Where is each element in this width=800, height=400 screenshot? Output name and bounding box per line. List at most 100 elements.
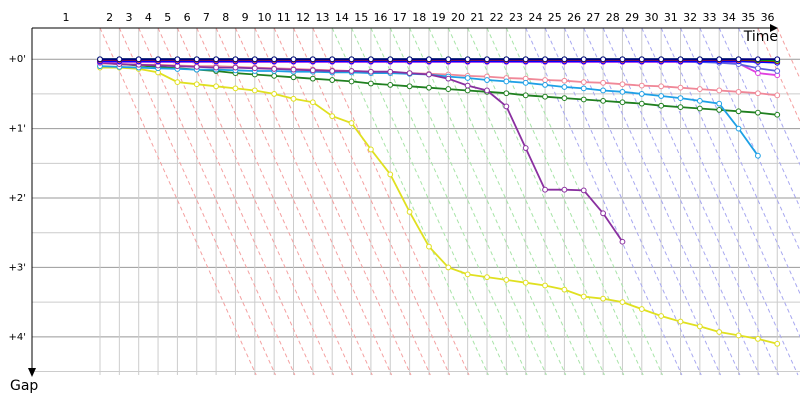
point <box>522 145 529 151</box>
x-tick-label: 12 <box>296 11 310 24</box>
x-tick-label: 4 <box>145 11 152 24</box>
point <box>309 99 316 106</box>
point <box>716 87 723 94</box>
point <box>600 56 606 63</box>
point <box>406 209 413 215</box>
x-tick-label: 13 <box>316 11 330 24</box>
lap-guide <box>157 27 315 376</box>
lap-guide <box>583 27 741 376</box>
point <box>193 63 200 70</box>
point <box>619 56 626 63</box>
point <box>696 105 703 112</box>
lap-guide <box>718 27 800 209</box>
lap-guide <box>234 27 393 376</box>
lap-guide <box>602 27 760 376</box>
point <box>484 87 490 94</box>
point <box>561 186 568 193</box>
point <box>348 68 355 74</box>
point <box>716 56 723 63</box>
point <box>426 71 432 78</box>
point <box>348 56 355 63</box>
lap-guide <box>254 27 412 376</box>
point <box>116 56 123 63</box>
point <box>638 91 645 97</box>
point <box>638 100 645 107</box>
x-tick-label: 23 <box>509 11 523 24</box>
lap-guide <box>641 27 799 376</box>
point <box>716 329 723 335</box>
y-tick-label: +2' <box>9 193 27 204</box>
lap-guide <box>215 27 373 376</box>
point <box>580 293 587 300</box>
lap-guide <box>99 27 257 376</box>
lap-guide <box>293 27 451 376</box>
point <box>271 72 278 79</box>
lap-guide <box>467 27 625 376</box>
point <box>213 56 220 63</box>
point <box>406 70 413 77</box>
point <box>716 106 723 113</box>
y-tick-label: +3' <box>9 262 27 273</box>
point <box>774 340 781 347</box>
point <box>290 95 297 102</box>
point <box>658 83 665 90</box>
lap-guide <box>389 27 547 376</box>
point <box>677 318 684 325</box>
point <box>561 56 568 63</box>
point <box>774 56 781 63</box>
point <box>755 109 761 116</box>
point <box>271 91 278 97</box>
x-tick-label: 27 <box>586 11 600 24</box>
x-tick-label: 9 <box>242 11 249 24</box>
point <box>580 79 587 86</box>
point <box>232 56 239 63</box>
point <box>638 82 645 89</box>
y-arrow <box>28 368 36 377</box>
point <box>484 56 490 63</box>
point <box>658 56 665 63</box>
point <box>368 68 374 75</box>
point <box>309 75 316 82</box>
point <box>522 92 529 99</box>
point <box>600 87 606 94</box>
point <box>619 81 626 88</box>
x-tick-label: 8 <box>222 11 229 24</box>
x-tick-label: 21 <box>470 11 484 24</box>
lap-guide <box>447 27 605 376</box>
point <box>503 78 510 85</box>
point <box>445 86 452 92</box>
point <box>406 56 413 63</box>
x-tick-label: 32 <box>683 11 697 24</box>
point <box>677 95 684 101</box>
point <box>174 79 181 86</box>
series-line <box>99 62 778 97</box>
point <box>329 77 336 83</box>
point <box>600 210 606 217</box>
x-tick-label: 3 <box>126 11 133 24</box>
point <box>619 88 626 95</box>
point <box>445 56 452 63</box>
point <box>619 299 626 306</box>
point <box>135 56 142 63</box>
point <box>348 120 355 126</box>
point <box>503 56 510 63</box>
y-axis-title: Gap <box>10 378 38 394</box>
x-axis-title: Time <box>743 29 778 45</box>
point <box>677 84 684 91</box>
point <box>542 93 548 100</box>
lap-guide <box>544 27 702 376</box>
point <box>155 56 161 63</box>
point <box>348 78 355 85</box>
point <box>464 82 471 89</box>
point <box>696 86 703 92</box>
point <box>638 56 645 63</box>
point <box>464 56 471 63</box>
point <box>309 67 316 74</box>
point <box>464 87 471 94</box>
point <box>426 84 432 91</box>
x-tick-label: 2 <box>106 11 113 24</box>
point <box>600 97 606 104</box>
point <box>735 88 742 95</box>
x-tick-label: 14 <box>335 11 349 24</box>
